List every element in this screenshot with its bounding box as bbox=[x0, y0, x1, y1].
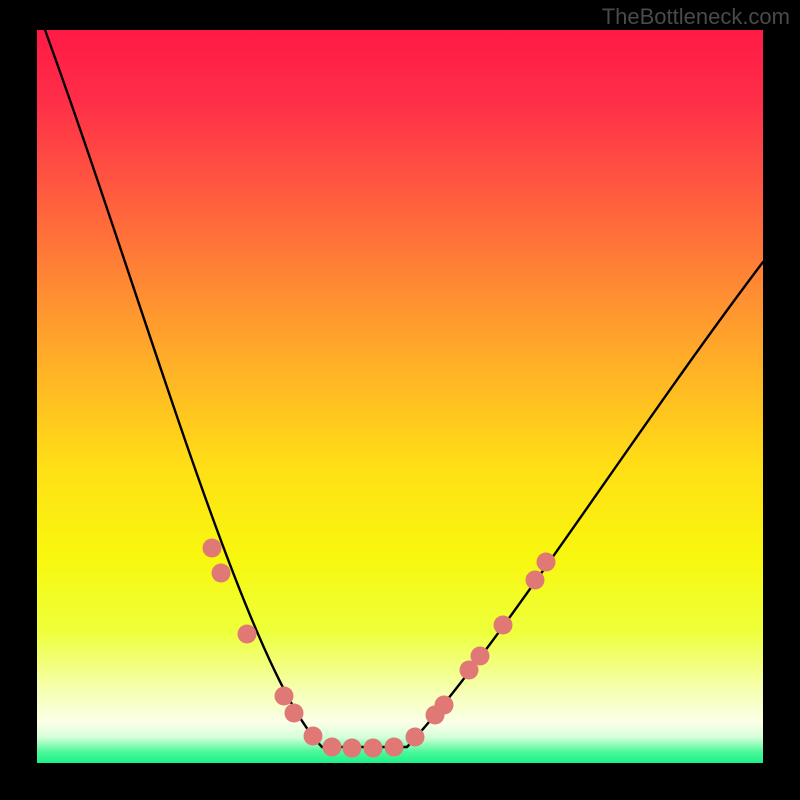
marker-point bbox=[435, 696, 454, 715]
marker-point bbox=[238, 625, 257, 644]
watermark-text: TheBottleneck.com bbox=[602, 4, 790, 30]
plot-area bbox=[37, 30, 763, 763]
curve-right bbox=[407, 262, 763, 747]
marker-point bbox=[385, 738, 404, 757]
plot-svg bbox=[37, 30, 763, 763]
marker-point bbox=[275, 687, 294, 706]
curve-left bbox=[45, 30, 322, 747]
chart-stage: TheBottleneck.com bbox=[0, 0, 800, 800]
marker-point bbox=[471, 647, 490, 666]
marker-point bbox=[364, 739, 383, 758]
marker-point bbox=[203, 539, 222, 558]
marker-point bbox=[406, 728, 425, 747]
marker-point bbox=[526, 571, 545, 590]
marker-point bbox=[285, 704, 304, 723]
marker-point bbox=[323, 738, 342, 757]
marker-point bbox=[304, 727, 323, 746]
marker-point bbox=[537, 553, 556, 572]
marker-point bbox=[494, 616, 513, 635]
marker-point bbox=[343, 739, 362, 758]
marker-point bbox=[212, 564, 231, 583]
